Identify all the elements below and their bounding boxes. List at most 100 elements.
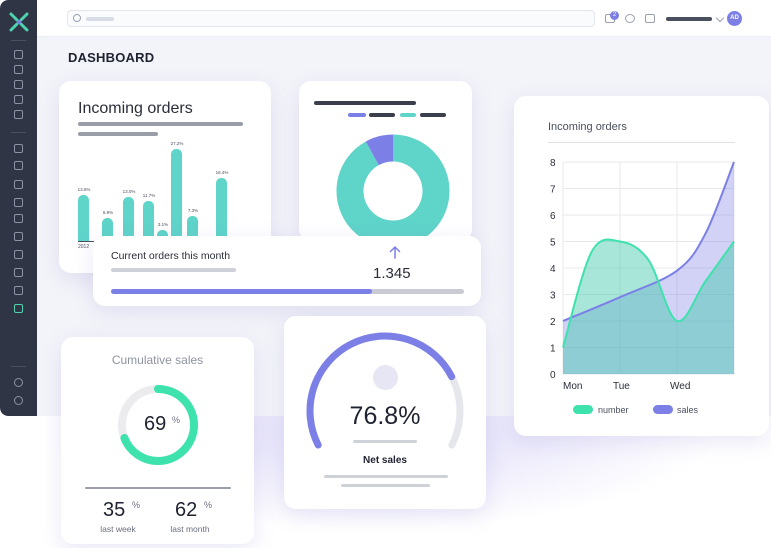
sidebar-divider <box>11 40 26 41</box>
incoming-orders-line-card: Incoming orders 0 1 2 3 4 5 6 7 8 Mon Tue Wed numbe… <box>514 96 769 436</box>
last-month-unit: % <box>204 500 213 510</box>
avatar[interactable]: AD <box>727 11 742 26</box>
x-tick-label: Mon <box>563 381 582 392</box>
bar <box>187 216 198 241</box>
sidebar-item-tag-icon[interactable] <box>14 198 23 207</box>
sidebar-item-note-icon[interactable] <box>14 286 23 295</box>
notification-badge: 2 <box>610 11 619 20</box>
y-tick-label: 7 <box>550 185 556 196</box>
ring-fill <box>118 385 198 465</box>
legend-swatch-number <box>573 405 593 414</box>
sidebar-item-layers-icon[interactable] <box>14 144 23 153</box>
area-sales <box>563 162 734 374</box>
subtitle-placeholder-bar <box>78 132 158 136</box>
cumulative-sales-ring <box>118 385 198 465</box>
x-tick-label: Wed <box>670 381 690 392</box>
sidebar <box>0 0 37 416</box>
legend-label-number: number <box>598 405 629 415</box>
y-tick-label: 4 <box>550 264 556 275</box>
area-number <box>563 239 734 374</box>
search-placeholder <box>86 17 114 21</box>
bar <box>171 148 182 241</box>
line-sales <box>562 161 735 322</box>
bar-data-label: 18.4% <box>215 170 229 176</box>
donut-slice-purple <box>365 134 394 166</box>
current-orders-title: Current orders this month <box>111 250 231 262</box>
top-bar: 2 AD <box>37 0 771 37</box>
bar <box>102 217 113 241</box>
placeholder-bar <box>353 440 417 443</box>
donut-chart-card <box>299 81 472 248</box>
sidebar-item-documents-icon[interactable] <box>14 65 23 74</box>
bar-data-label: 27.2% <box>170 140 184 146</box>
bar <box>143 201 154 241</box>
line-number <box>562 238 735 348</box>
header-placeholder-bar <box>314 101 416 105</box>
bar-data-label: 7.3% <box>187 208 199 214</box>
sidebar-item-pin-icon[interactable] <box>14 250 23 259</box>
net-sales-value: 76.8% <box>349 402 421 430</box>
sidebar-item-monitor-icon[interactable] <box>14 232 23 241</box>
sidebar-item-cart-icon[interactable] <box>14 180 23 189</box>
legend-label-bar <box>420 113 446 117</box>
sidebar-item-trend-icon[interactable] <box>14 161 23 170</box>
bar <box>78 194 89 241</box>
chevron-down-icon[interactable] <box>715 13 725 23</box>
bar <box>157 230 168 241</box>
net-sales-label: Net sales <box>363 455 407 466</box>
y-tick-label: 5 <box>550 238 556 249</box>
search-icon <box>73 14 81 22</box>
y-tick-label: 6 <box>550 211 556 222</box>
gauge-center-dot <box>373 365 398 390</box>
legend-swatch-purple <box>348 113 366 117</box>
bar-data-label: 6.8% <box>102 209 114 215</box>
last-week-value: 35 <box>103 499 126 521</box>
line-chart-title: Incoming orders <box>548 121 627 133</box>
user-name[interactable] <box>666 17 712 21</box>
chat-icon[interactable] <box>645 14 655 23</box>
phone-icon[interactable] <box>625 14 635 23</box>
bar-data-label: 3.1% <box>157 222 169 228</box>
sidebar-item-dashboard-icon[interactable] <box>14 304 23 313</box>
donut-chart <box>336 134 450 248</box>
sidebar-item-home-icon[interactable] <box>14 50 23 59</box>
arrow-up-icon <box>389 245 401 259</box>
bar-data-label: 13.6% <box>77 186 91 192</box>
cumulative-sales-title: Cumulative sales <box>111 353 204 367</box>
y-tick-label: 0 <box>550 370 556 381</box>
y-tick-label: 3 <box>550 291 556 302</box>
legend-label-sales: sales <box>677 405 699 415</box>
sidebar-item-calendar-icon[interactable] <box>14 95 23 104</box>
legend-swatch-sales <box>653 405 673 414</box>
bar <box>123 196 134 241</box>
x-axis-line <box>78 241 94 242</box>
sidebar-divider <box>11 366 26 367</box>
placeholder-bar <box>324 475 448 478</box>
cumulative-sales-value: 69 <box>144 413 167 435</box>
y-tick-label: 8 <box>550 158 556 169</box>
sidebar-item-grid-icon[interactable] <box>14 110 23 119</box>
sidebar-item-users-icon[interactable] <box>14 80 23 89</box>
search-input[interactable] <box>67 10 595 27</box>
card-title: Incoming orders <box>78 100 193 117</box>
placeholder-bar <box>341 484 430 487</box>
bar-data-label: 13.0% <box>122 188 136 194</box>
sidebar-item-building-icon[interactable] <box>14 268 23 277</box>
last-week-unit: % <box>132 500 141 510</box>
sidebar-divider <box>11 132 26 133</box>
x-tick-label: Tue <box>613 381 630 392</box>
subtitle-placeholder-bar <box>78 122 243 126</box>
settings-icon[interactable] <box>14 378 23 387</box>
last-month-label: last month <box>170 524 210 534</box>
donut-slice-teal <box>336 134 450 248</box>
y-tick-label: 2 <box>550 317 556 328</box>
last-month-value: 62 <box>175 499 198 521</box>
net-sales-gauge <box>306 332 464 449</box>
help-icon[interactable] <box>14 396 23 405</box>
cumulative-sales-card: Cumulative sales 69 % 35 % last week 62 … <box>61 337 254 544</box>
area-line-chart: 0 1 2 3 4 5 6 7 8 Mon Tue Wed <box>550 158 735 392</box>
progress-fill <box>111 289 373 294</box>
y-tick-label: 1 <box>550 344 556 355</box>
last-week-label: last week <box>100 524 136 534</box>
sidebar-item-store-icon[interactable] <box>14 214 23 223</box>
